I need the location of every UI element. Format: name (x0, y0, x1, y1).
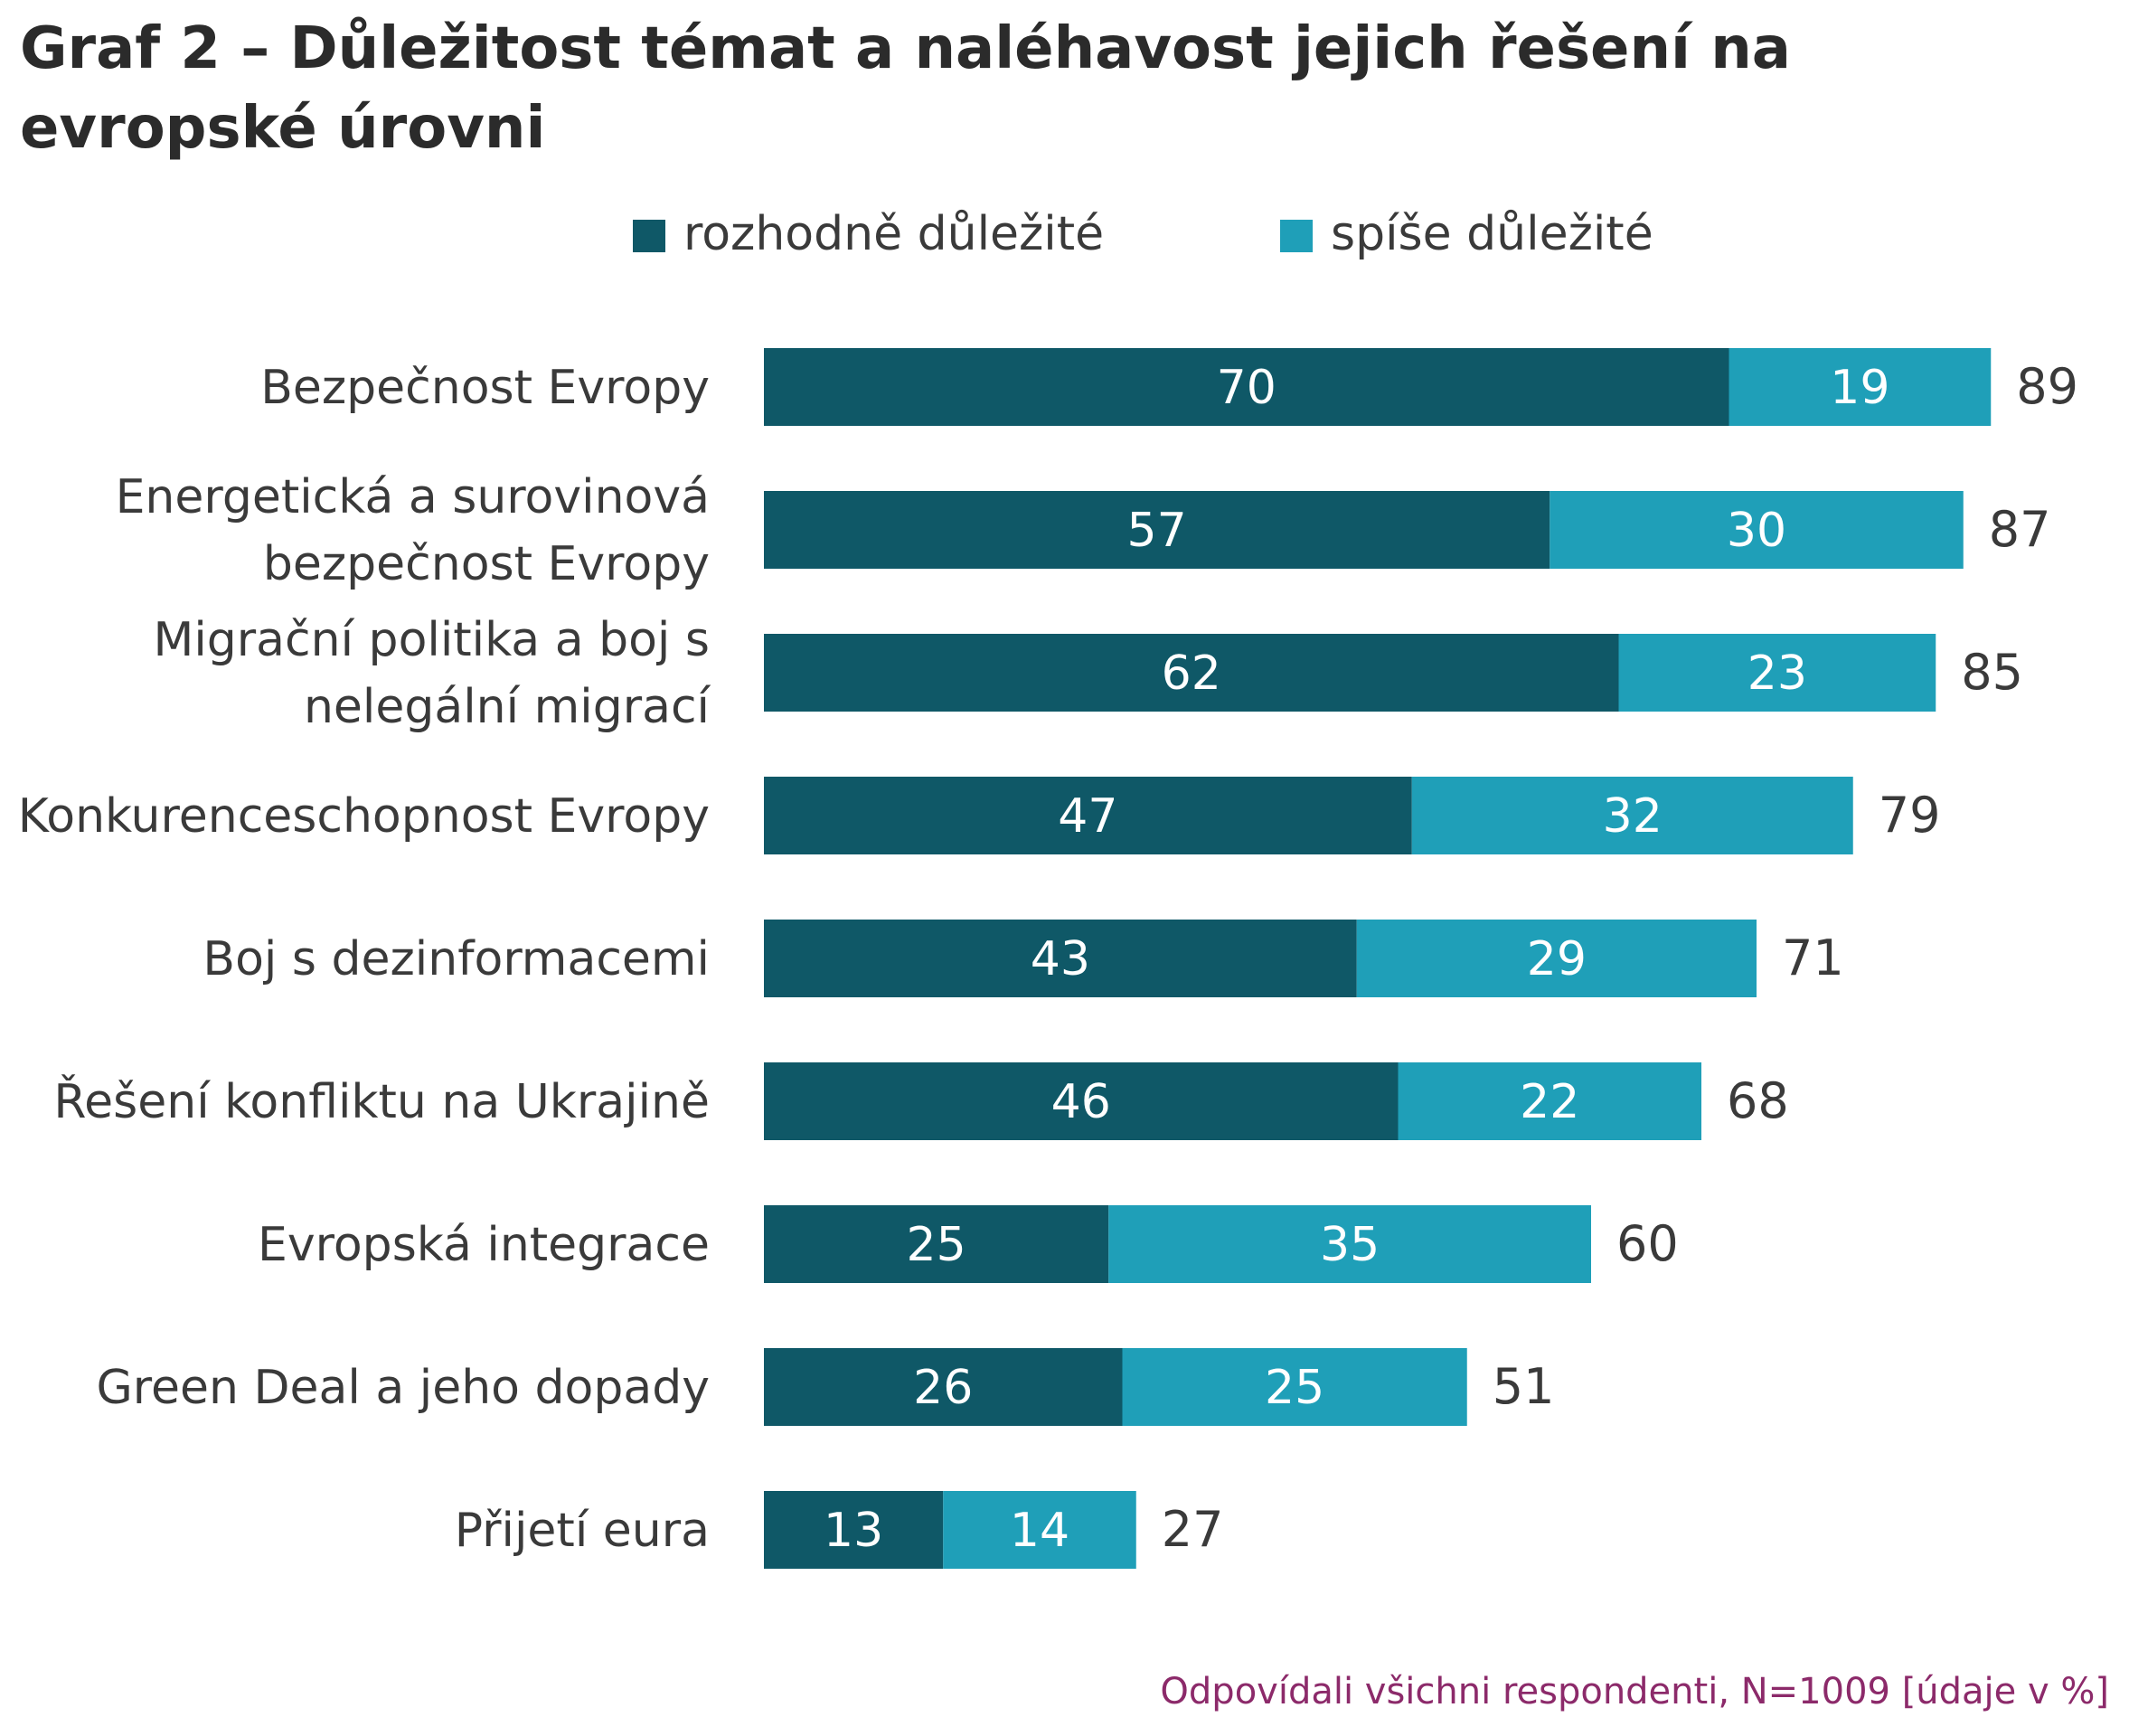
legend-label: rozhodně důležité (683, 207, 1104, 261)
category-label: Energetická a surovinová (116, 470, 710, 524)
data-label: 22 (1520, 1075, 1579, 1129)
legend-swatch (633, 220, 665, 252)
total-label: 60 (1616, 1215, 1679, 1272)
data-label: 29 (1527, 932, 1587, 986)
bar-rozhodne (764, 1062, 1399, 1140)
data-label: 46 (1051, 1075, 1111, 1129)
total-label: 79 (1879, 787, 1941, 844)
data-label: 23 (1747, 646, 1807, 701)
total-label: 71 (1782, 929, 1844, 986)
bar-spise (1122, 1348, 1467, 1426)
bar-rozhodne (764, 1205, 1109, 1283)
total-label: 68 (1727, 1072, 1789, 1129)
total-label: 87 (1989, 501, 2051, 558)
data-label: 13 (824, 1504, 883, 1558)
total-label: 89 (2016, 358, 2078, 415)
category-label: Evropská integrace (258, 1218, 710, 1272)
data-label: 57 (1127, 504, 1187, 558)
bar-rozhodne (764, 777, 1412, 854)
bar-spise (943, 1491, 1136, 1569)
data-label: 32 (1603, 789, 1663, 844)
category-label: nelegální migrací (304, 680, 711, 734)
data-label: 30 (1727, 504, 1786, 558)
chart-title: Graf 2 – Důležitost témat a naléhavost j… (20, 15, 1791, 162)
bar-spise (1108, 1205, 1591, 1283)
data-label: 43 (1031, 932, 1090, 986)
bar-spise (1356, 920, 1757, 997)
data-label: 14 (1010, 1504, 1069, 1558)
category-label: Přijetí eura (455, 1504, 710, 1558)
bar-rozhodne (764, 491, 1550, 569)
category-label: Migrační politika a boj s (153, 613, 710, 667)
data-label: 47 (1058, 789, 1117, 844)
legend-label: spíše důležité (1331, 207, 1653, 261)
data-label: 19 (1830, 361, 1889, 415)
legend-swatch (1280, 220, 1313, 252)
data-label: 25 (1265, 1361, 1324, 1415)
footnote: Odpovídali všichni respondenti, N=1009 [… (1160, 1671, 2109, 1712)
bar-spise (1550, 491, 1964, 569)
bar-rozhodne (764, 1491, 944, 1569)
data-label: 35 (1320, 1218, 1380, 1272)
bar-spise (1729, 348, 1992, 426)
bar-rozhodne (764, 348, 1729, 426)
total-label: 51 (1493, 1358, 1555, 1415)
bar-spise (1411, 777, 1853, 854)
category-label: Green Deal a jeho dopady (97, 1361, 711, 1415)
data-label: 25 (907, 1218, 966, 1272)
legend: rozhodně důležité spíše důležité (633, 207, 1653, 261)
total-label: 85 (1961, 644, 2023, 701)
data-label: 70 (1217, 361, 1276, 415)
bar-spise (1398, 1062, 1701, 1140)
data-label: 26 (913, 1361, 973, 1415)
data-label: 62 (1162, 646, 1221, 701)
category-label: Řešení konfliktu na Ukrajině (53, 1074, 710, 1129)
bar-rozhodne (764, 634, 1619, 712)
category-label: Boj s dezinformacemi (203, 932, 710, 986)
category-label: bezpečnost Evropy (263, 537, 710, 591)
bar-rozhodne (764, 1348, 1123, 1426)
bar-rozhodne (764, 920, 1357, 997)
bars: Bezpečnost Evropy 70 19 89 Energetická a sur… (18, 348, 2078, 1569)
bar-spise (1618, 634, 1936, 712)
category-label: Bezpečnost Evropy (260, 361, 710, 415)
category-label: Konkurenceschopnost Evropy (18, 789, 710, 844)
total-label: 27 (1162, 1501, 1224, 1558)
